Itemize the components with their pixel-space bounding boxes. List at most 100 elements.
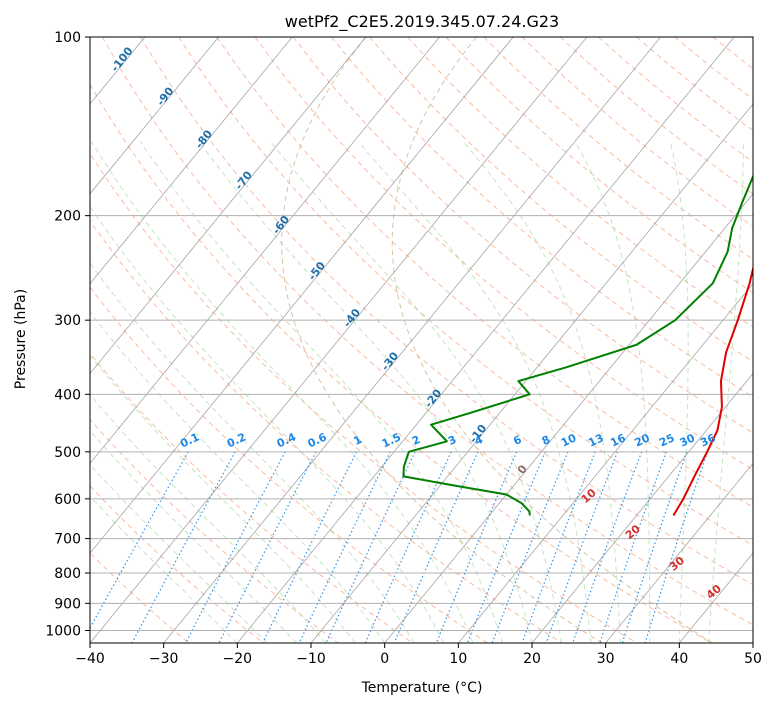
dry-adiabat-line bbox=[292, 37, 753, 434]
isotherm-line bbox=[90, 37, 440, 464]
x-tick-label: −40 bbox=[75, 651, 105, 667]
dry-adiabat-line bbox=[750, 37, 753, 40]
isotherm-line bbox=[531, 372, 753, 643]
moist-adiabat-line bbox=[708, 141, 744, 643]
dry-adiabat-label: 30 bbox=[667, 554, 687, 574]
mixing-ratio-line bbox=[644, 451, 709, 643]
mixing-ratio-line bbox=[298, 451, 391, 643]
dewpoint-profile-line bbox=[402, 173, 753, 516]
mixing-ratio-label: 13 bbox=[586, 431, 605, 449]
isotherm-label: -80 bbox=[193, 127, 216, 151]
x-tick-label: −20 bbox=[223, 651, 253, 667]
isotherm-label: -20 bbox=[422, 386, 445, 410]
mixing-ratio-label: 30 bbox=[678, 431, 698, 449]
isotherm-label: -90 bbox=[154, 84, 177, 108]
mixing-ratio-label: 0.6 bbox=[306, 430, 329, 450]
moist-adiabat-line bbox=[90, 495, 238, 643]
mixing-ratio-label: 1.5 bbox=[380, 430, 403, 450]
isotherm-line bbox=[384, 193, 753, 643]
background-lines bbox=[0, 37, 753, 643]
dry-adiabat-line bbox=[90, 83, 712, 643]
mixing-ratio-label: 10 bbox=[559, 431, 579, 449]
y-tick-label: 500 bbox=[54, 445, 81, 461]
isotherm-line bbox=[752, 642, 753, 643]
isotherm-label: -30 bbox=[379, 349, 402, 373]
mixing-ratio-line bbox=[218, 451, 317, 643]
mixing-ratio-line bbox=[393, 451, 479, 643]
dry-adiabat-line bbox=[636, 37, 753, 132]
isotherm-line bbox=[163, 37, 661, 643]
mixing-ratio-line bbox=[521, 451, 596, 643]
isotherm-label: -40 bbox=[341, 306, 364, 330]
isotherm-line bbox=[457, 283, 753, 643]
dry-adiabat-line bbox=[712, 37, 753, 70]
isotherm-line bbox=[236, 37, 735, 643]
mixing-ratio-label: 0.2 bbox=[225, 430, 248, 450]
y-tick-label: 700 bbox=[54, 532, 81, 548]
moist-adiabat-line bbox=[357, 141, 592, 643]
isotherm-line bbox=[90, 37, 588, 643]
isotherm-label: -50 bbox=[306, 259, 329, 283]
mixing-ratio-line bbox=[131, 451, 236, 643]
isotherm-line bbox=[678, 552, 753, 643]
x-tick-label: 40 bbox=[670, 651, 688, 667]
mixing-ratio-label: 2 bbox=[410, 433, 422, 448]
mixing-ratio-line bbox=[621, 451, 688, 643]
moist-adiabat-line bbox=[90, 205, 444, 643]
isotherm-label: -100 bbox=[108, 44, 135, 74]
dry-adiabat-line bbox=[90, 485, 264, 643]
mixing-ratio-label: 1 bbox=[352, 433, 364, 448]
series-layer bbox=[402, 173, 753, 516]
y-tick-label: 900 bbox=[54, 596, 81, 612]
dry-adiabat-line bbox=[598, 37, 753, 163]
wetbulb-line bbox=[391, 37, 713, 643]
dry-adiabat-line bbox=[369, 37, 753, 363]
moist-adiabat-line bbox=[462, 141, 621, 643]
dry-adiabat-label: 10 bbox=[579, 486, 599, 506]
isotherm-line bbox=[90, 37, 293, 285]
mixing-ratio-line bbox=[90, 451, 189, 630]
moist-adiabat-line bbox=[90, 394, 327, 643]
moist-adiabat-line bbox=[574, 141, 651, 643]
axis-ticks: −40 −30 −20 −10 0 10 20 30 40 5010009008007006005… bbox=[45, 30, 762, 667]
y-axis-label: Pressure (hPa) bbox=[13, 289, 29, 389]
dry-adiabat-line bbox=[90, 418, 339, 643]
mixing-ratio-line bbox=[572, 451, 643, 643]
x-tick-label: 0 bbox=[380, 651, 389, 667]
mixing-ratio-line bbox=[545, 451, 619, 643]
isotherm-line bbox=[90, 37, 219, 195]
mixing-ratio-line bbox=[185, 451, 286, 643]
mixing-ratio-label: 16 bbox=[608, 431, 628, 449]
mixing-ratio-label: 36 bbox=[698, 431, 718, 449]
x-tick-label: 50 bbox=[744, 651, 762, 667]
dry-adiabat-line bbox=[90, 219, 563, 643]
mixing-ratio-line bbox=[491, 451, 569, 643]
mixing-ratio-line bbox=[599, 451, 667, 643]
isotherm-line bbox=[90, 37, 367, 375]
mixing-ratio-label: 6 bbox=[511, 433, 524, 448]
dry-adiabat-label: 40 bbox=[704, 582, 724, 602]
isotherm-line bbox=[0, 37, 71, 643]
x-tick-label: 20 bbox=[523, 651, 541, 667]
dry-adiabat-line bbox=[559, 37, 753, 195]
dry-adiabat-line bbox=[101, 37, 753, 626]
dry-adiabat-line bbox=[330, 37, 753, 398]
dry-adiabat-line bbox=[407, 37, 753, 328]
mixing-ratio-label: 0.1 bbox=[178, 430, 201, 450]
dry-adiabat-line bbox=[178, 37, 753, 547]
isotherm-line bbox=[605, 462, 753, 643]
y-tick-label: 400 bbox=[54, 387, 81, 403]
x-tick-label: 10 bbox=[449, 651, 467, 667]
y-tick-label: 300 bbox=[54, 313, 81, 329]
y-tick-label: 100 bbox=[54, 30, 81, 46]
x-axis-label: Temperature (°C) bbox=[361, 680, 483, 696]
y-tick-label: 800 bbox=[54, 566, 81, 582]
x-tick-label: 30 bbox=[597, 651, 615, 667]
dry-adiabat-line bbox=[90, 286, 488, 643]
plot-frame bbox=[89, 36, 754, 644]
dry-adiabat-line bbox=[521, 37, 753, 228]
chart-title: wetPf2_C2E5.2019.345.07.24.G23 bbox=[285, 12, 559, 32]
mixing-ratio-line bbox=[325, 451, 416, 643]
mixing-ratio-label: 0.4 bbox=[275, 430, 298, 450]
